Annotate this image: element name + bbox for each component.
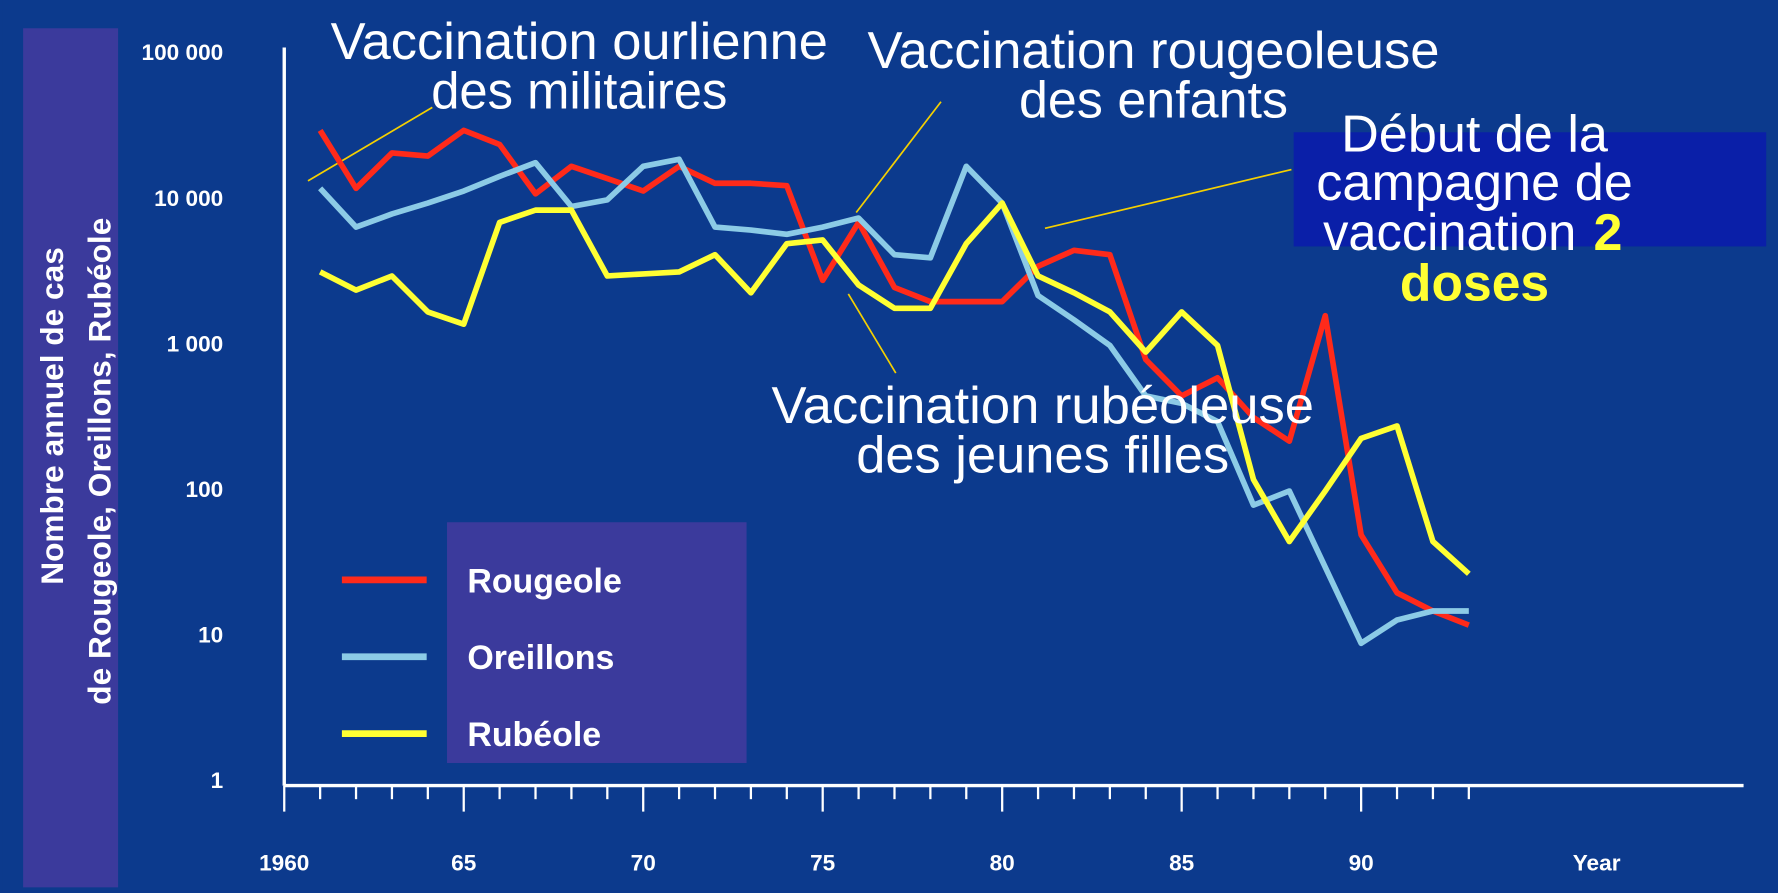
annotation: des enfants: [1019, 72, 1288, 130]
series-line: [318, 156, 1469, 647]
annotation: campagne de: [1316, 154, 1633, 212]
series-line: [317, 127, 1470, 628]
x-tick-label: 1960: [259, 850, 309, 875]
x-tick-label: 90: [1349, 850, 1374, 875]
annotation-highlight: 2: [1593, 204, 1622, 262]
x-tick-label: 80: [990, 850, 1015, 875]
legend-box: [447, 522, 747, 764]
plot: 100 000 10 000 1 000 100 10 1 1960 65 70 75 80 85 90: [142, 40, 1744, 875]
x-tick-label: 75: [810, 850, 835, 875]
legend-label: Rubéole: [467, 716, 601, 754]
x-tick-label: 85: [1169, 850, 1194, 875]
legend-label: Rougeole: [467, 562, 621, 600]
annotation: Vaccination rubéoleuse: [771, 377, 1314, 435]
ylabel-panel: [23, 28, 119, 888]
y-tick-label: 100 000: [142, 40, 224, 65]
legend-label: Oreillons: [467, 639, 614, 677]
y-axis-label: Nombre annuel de cas: [34, 247, 70, 585]
y-tick-label: 1 000: [167, 331, 224, 356]
y-tick-label: 1: [211, 768, 224, 793]
annotation: des jeunes filles: [856, 426, 1229, 484]
annotation-box: [1293, 132, 1767, 247]
leader-line: [847, 293, 897, 374]
leader-line: [1044, 168, 1292, 230]
annotation: vaccination: [1323, 204, 1576, 262]
x-tick-label: 70: [631, 850, 656, 875]
leader-line: [855, 101, 942, 214]
annotation: Début de la: [1341, 105, 1608, 163]
annotation: Vaccination rougeoleuse: [868, 22, 1440, 80]
y-tick-label: 10 000: [154, 186, 223, 211]
annotation-highlight: doses: [1400, 255, 1549, 313]
y-axis-label: de Rougeole, Oreillons, Rubéole: [82, 218, 118, 705]
leader-line: [307, 106, 433, 182]
x-axis-label: Year: [1573, 850, 1621, 875]
y-tick-label: 100: [186, 477, 224, 502]
x-tick-label: 65: [451, 850, 476, 875]
y-tick-label: 10: [198, 623, 223, 648]
annotation: Vaccination ourlienne: [331, 13, 828, 71]
annotation: des militaires: [431, 63, 727, 121]
series-line: [318, 200, 1471, 576]
